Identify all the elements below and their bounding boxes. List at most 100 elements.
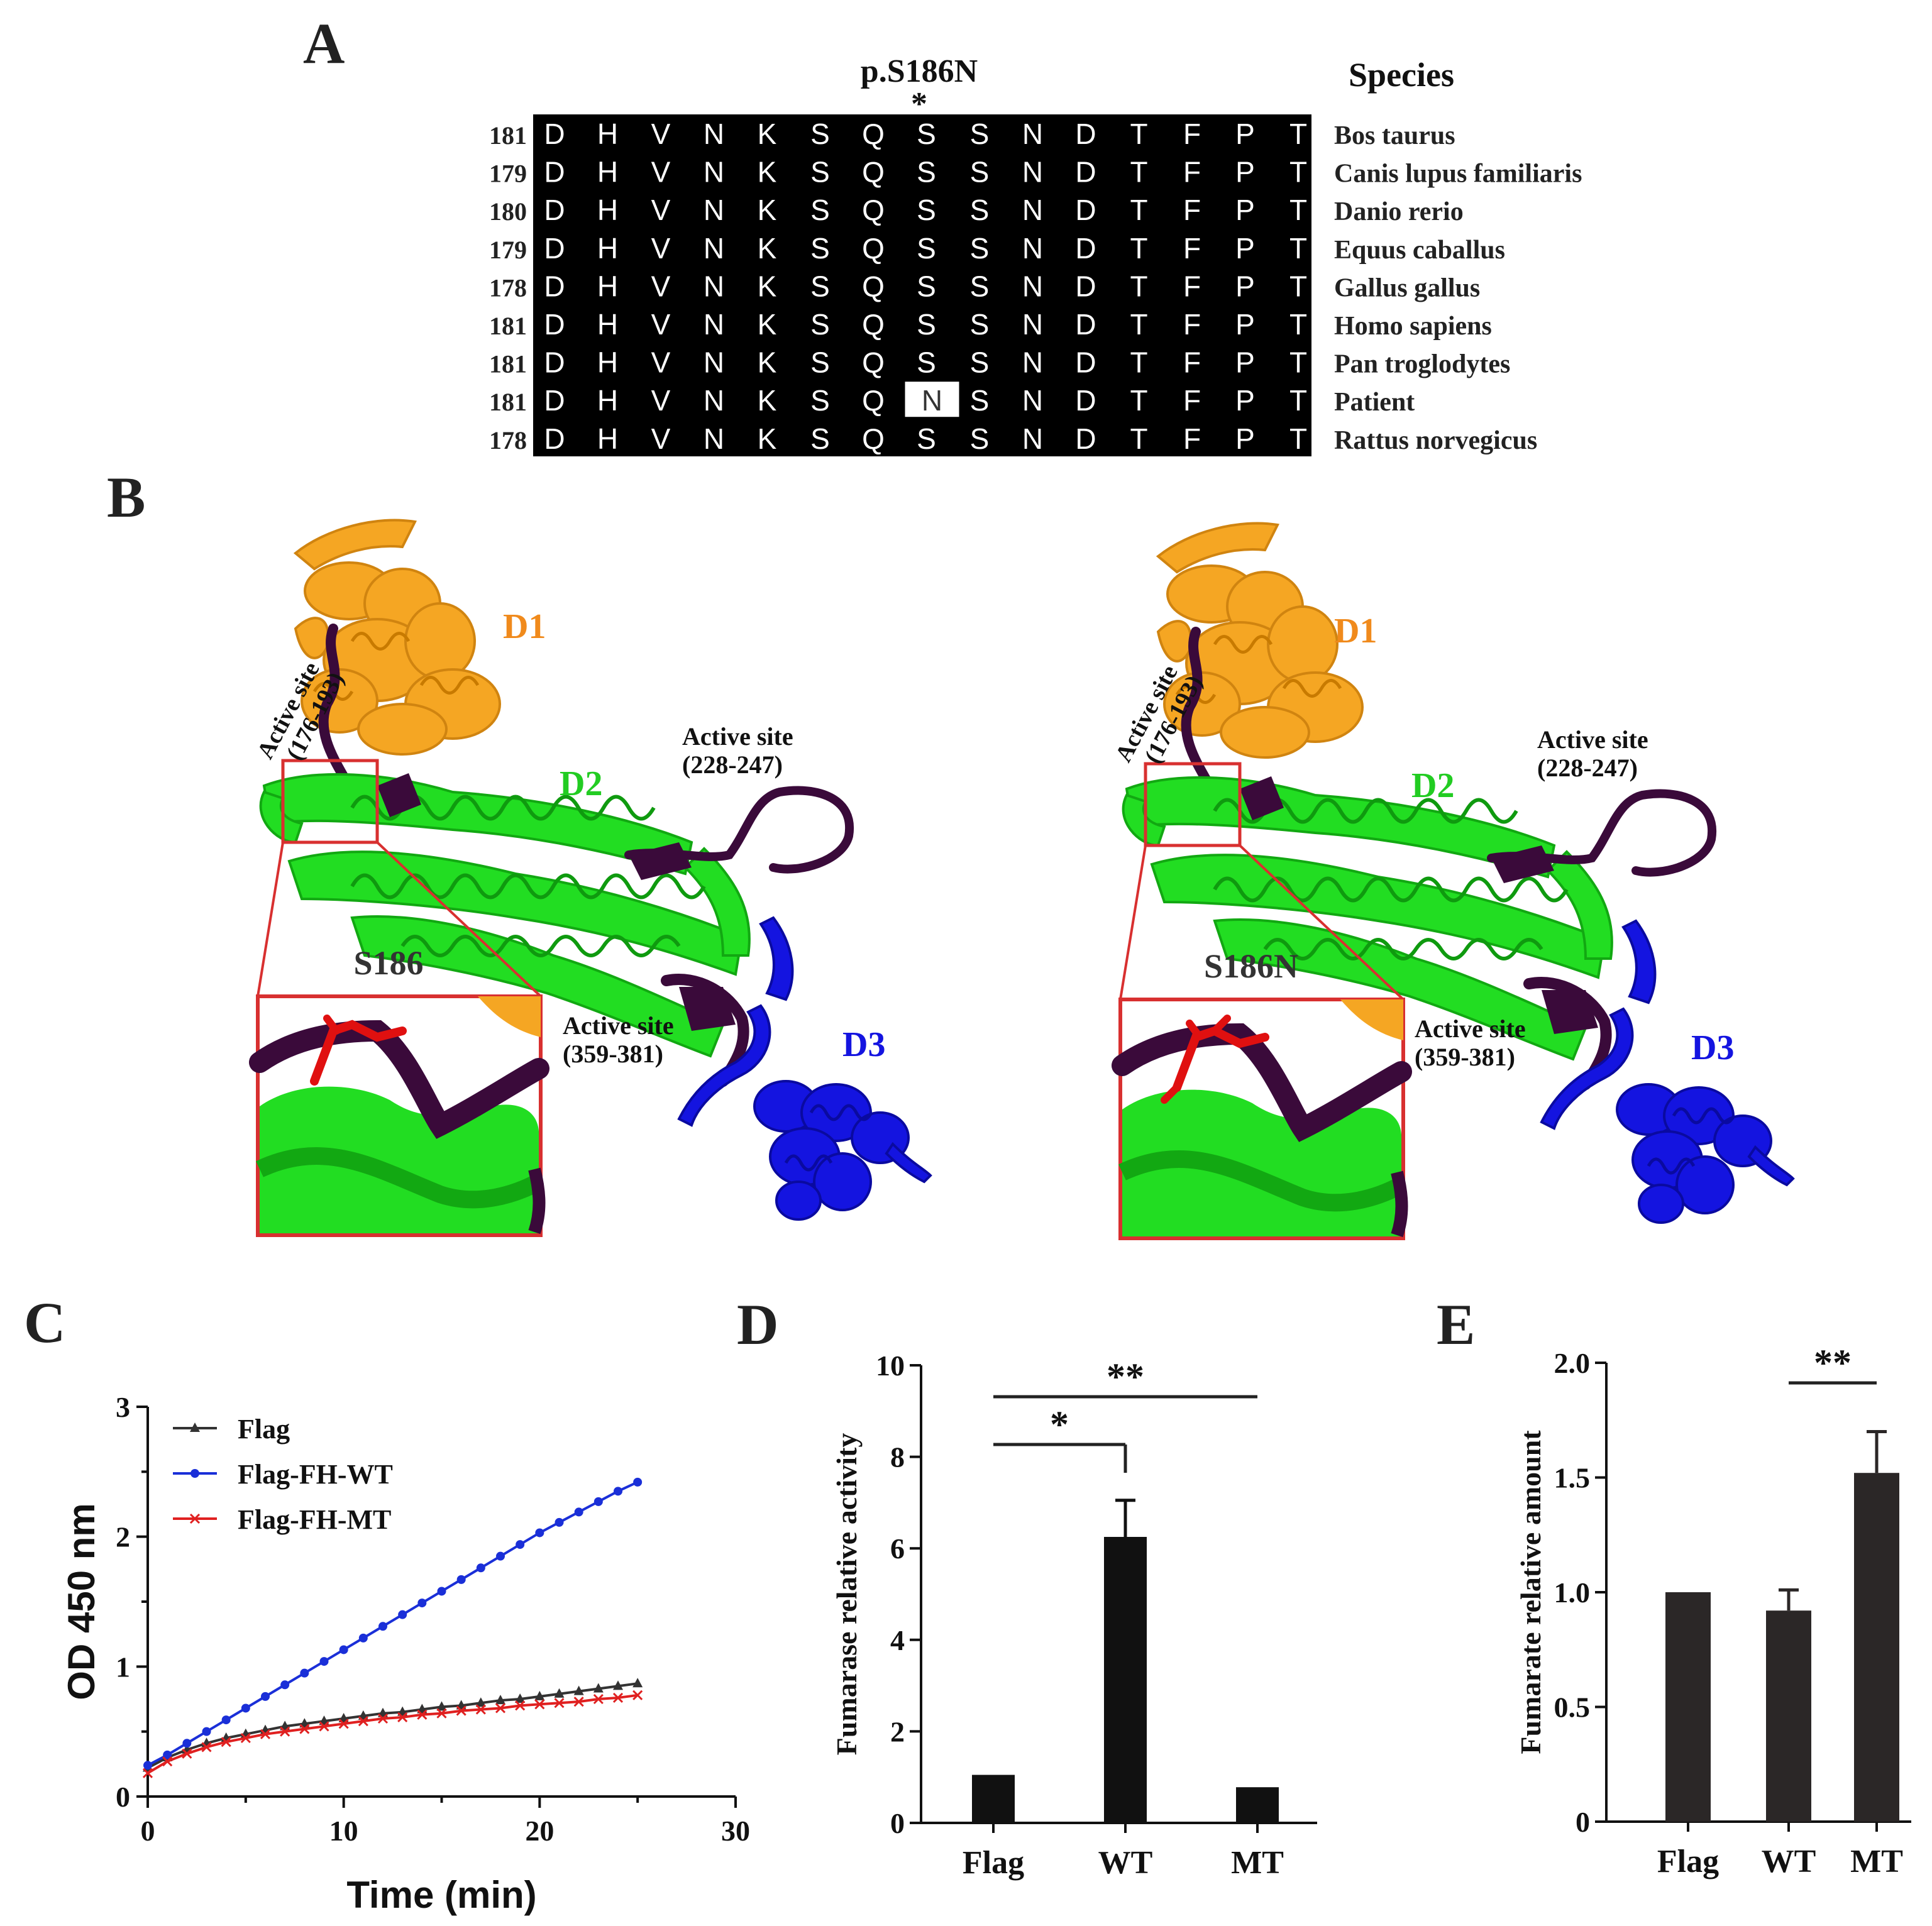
- residue: F: [1183, 422, 1201, 455]
- data-point: [377, 1713, 389, 1724]
- data-point: [573, 1697, 584, 1707]
- data-point: [397, 1712, 408, 1722]
- data-point: [358, 1716, 368, 1727]
- residue: F: [1183, 308, 1201, 341]
- residue: P: [1235, 156, 1255, 189]
- residue: Q: [862, 118, 885, 150]
- residue: T: [1289, 194, 1307, 226]
- species-name: Danio rerio: [1334, 197, 1464, 226]
- y-axis-label: OD 450 nm: [60, 1503, 102, 1700]
- residue: V: [651, 384, 671, 417]
- residue: F: [1183, 194, 1201, 226]
- residue: K: [758, 194, 777, 226]
- y-tick-label: 1.5: [1554, 1462, 1591, 1494]
- data-point: [516, 1540, 525, 1549]
- residue: S: [810, 232, 830, 265]
- data-point: [417, 1599, 427, 1608]
- residue: T: [1289, 270, 1307, 302]
- data-point: [574, 1507, 583, 1517]
- legend-label: Flag-FH-WT: [238, 1459, 393, 1490]
- significance-label: **: [1107, 1356, 1144, 1397]
- x-tick-label: WT: [1762, 1844, 1816, 1879]
- wt-d1-label: D1: [503, 607, 546, 646]
- residue: P: [1235, 308, 1255, 341]
- wt-zoom-label: S186: [353, 944, 423, 982]
- residue: N: [1022, 308, 1043, 341]
- residue: V: [651, 270, 671, 302]
- panel-label-a: A: [303, 11, 345, 75]
- residue: N: [1022, 118, 1043, 150]
- data-point: [142, 1768, 153, 1778]
- legend: Flag Flag-FH-WT Flag-FH-MT: [173, 1414, 393, 1535]
- residue: S: [810, 194, 830, 226]
- residue: N: [704, 346, 724, 379]
- residue: V: [651, 194, 671, 226]
- residue: T: [1289, 384, 1307, 417]
- residue: P: [1235, 422, 1255, 455]
- alignment-row-start: 181: [489, 350, 527, 378]
- residue: T: [1130, 156, 1147, 189]
- residue: N: [1022, 346, 1043, 379]
- residue: N: [704, 232, 724, 265]
- residue: K: [758, 232, 777, 265]
- residue: H: [597, 384, 618, 417]
- residue: Q: [862, 308, 885, 341]
- data-point: [190, 1469, 199, 1478]
- y-axis-label: Fumarase relative activity: [831, 1433, 863, 1756]
- residue: H: [597, 118, 618, 150]
- residue: P: [1235, 232, 1255, 265]
- mt-active-site-2-range: (228-247): [1537, 754, 1638, 782]
- mutation-label: p.S186N: [861, 53, 978, 89]
- species-name: Gallus gallus: [1334, 273, 1480, 302]
- residue: S: [970, 308, 990, 341]
- y-tick-label: 0: [1576, 1806, 1590, 1838]
- y-tick-label: 6: [890, 1533, 905, 1565]
- residue: D: [1075, 194, 1096, 226]
- residue: N: [1022, 422, 1043, 455]
- residue: N: [704, 384, 724, 417]
- y-axis-label: Fumarate relative amount: [1515, 1430, 1547, 1754]
- data-point: [339, 1645, 348, 1654]
- data-point: [241, 1703, 250, 1713]
- data-point: [495, 1695, 505, 1705]
- residue: K: [758, 422, 777, 455]
- residue: K: [758, 308, 777, 341]
- residue: V: [651, 118, 671, 150]
- residue: D: [1075, 118, 1096, 150]
- residue: D: [1075, 156, 1096, 189]
- residue: S: [917, 232, 936, 265]
- data-point: [612, 1692, 624, 1703]
- data-point: [573, 1685, 584, 1695]
- x-tick-label: WT: [1098, 1845, 1153, 1881]
- y-tick-label: 3: [116, 1391, 130, 1423]
- data-point: [633, 1477, 643, 1487]
- data-point: [280, 1680, 290, 1690]
- data-point: [319, 1721, 329, 1732]
- panel-label-b: B: [107, 465, 145, 529]
- data-point: [202, 1727, 211, 1736]
- mt-d2-label: D2: [1411, 766, 1454, 805]
- bar-mt: [1236, 1787, 1279, 1823]
- data-point: [221, 1715, 231, 1725]
- residue: F: [1183, 384, 1201, 417]
- residue: D: [1075, 270, 1096, 302]
- data-point: [398, 1610, 407, 1619]
- y-tick-label: 2: [890, 1715, 905, 1747]
- residue: S: [970, 422, 990, 455]
- residue: N: [1022, 194, 1043, 226]
- data-point: [593, 1683, 604, 1693]
- series-flag-fh-mt: [142, 1690, 643, 1778]
- residue: K: [758, 156, 777, 189]
- residue: N: [704, 118, 724, 150]
- residue: N: [922, 384, 942, 417]
- residue: S: [917, 270, 936, 302]
- residue: S: [810, 270, 830, 302]
- data-point: [456, 1705, 466, 1716]
- data-point: [260, 1729, 271, 1739]
- residue: T: [1130, 422, 1147, 455]
- data-point: [613, 1680, 623, 1690]
- residue: D: [544, 384, 565, 417]
- residue: H: [597, 194, 618, 226]
